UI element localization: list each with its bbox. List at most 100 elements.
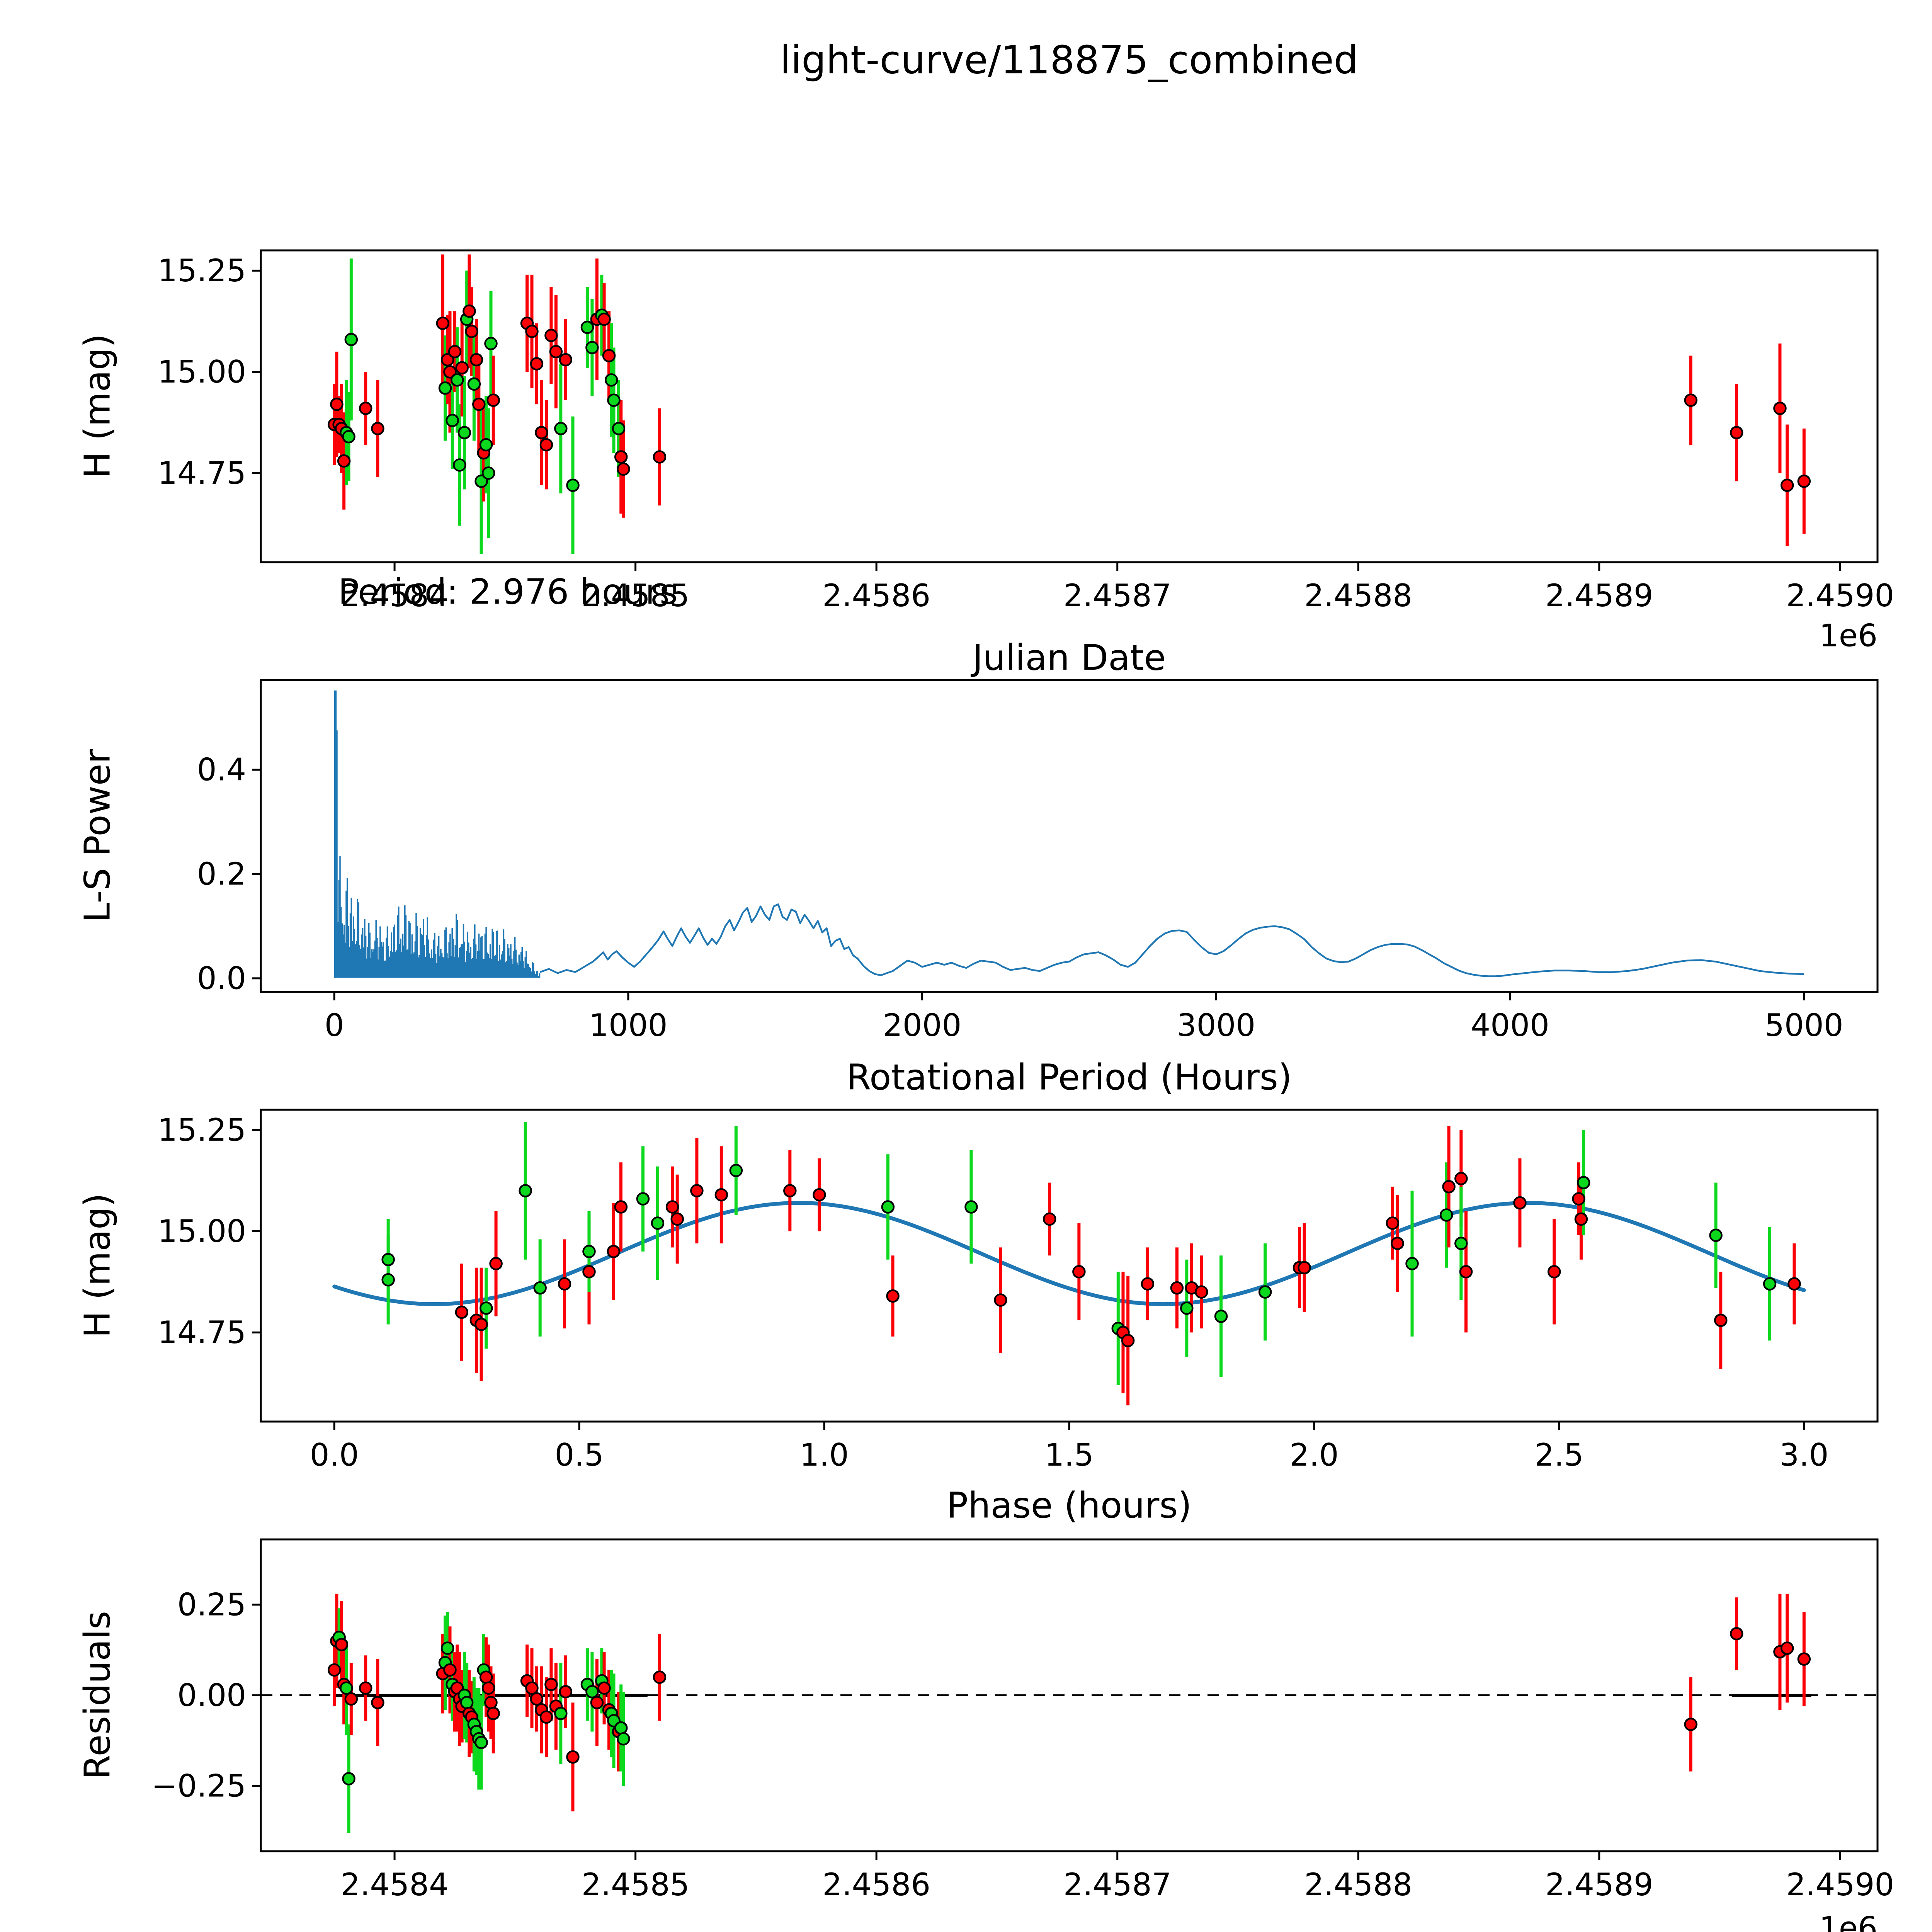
ax1-data-point [359,401,372,415]
ax3-data-point [1440,1208,1453,1222]
ax3-data-point [1258,1285,1272,1299]
ax3-data-point [1714,1313,1728,1327]
ax1-data-point [371,422,384,435]
ax4-data-point [653,1670,667,1684]
ax3-data-point [670,1212,684,1226]
ax3-ytick-label: 15.25 [158,1112,246,1148]
ax3-data-point [1442,1180,1456,1194]
ax3-data-point [614,1200,628,1214]
ax1-data-point [453,458,466,472]
ax3-data-point [1454,1172,1468,1185]
ax3-data-point [455,1305,469,1319]
ax3-xtick-label: 0.5 [555,1437,604,1473]
ax3-data-point [474,1318,488,1331]
ax3-data-point [1043,1212,1056,1226]
ax1-xtick-label: 2.4586 [822,578,930,614]
ax4-data-point [1797,1652,1811,1666]
ax3-data-point [489,1257,503,1270]
ax3-data-point [729,1163,743,1177]
ax4-xtick-label: 2.4585 [582,1867,690,1903]
ax1-data-point [484,337,498,350]
ax1-data-point [443,365,457,379]
ax1-data-point [467,377,481,391]
ax1-data-point [344,333,358,346]
ax1-frame [260,249,1879,563]
ax3-data-point [651,1216,665,1230]
ax2-ytick-label: 0.2 [197,856,246,892]
ax4-data-point [440,1641,454,1655]
ax3-data-point [558,1277,571,1291]
ax3-data-point [582,1245,596,1259]
ax3-frame [260,1109,1879,1423]
ax4-xtick-label: 2.4588 [1304,1867,1412,1903]
ax2-periodogram-noise [334,690,541,978]
ax1-data-point [472,398,486,411]
ax1-data-point [612,422,626,435]
ax3-data-point [1787,1277,1801,1291]
ax4-data-point [614,1721,628,1735]
ax4-xtick-label: 2.4587 [1063,1867,1172,1903]
ax1-data-point [653,450,667,464]
ax1-data-point [617,462,630,476]
ax3-xtick-label: 0.0 [310,1437,359,1473]
ax1-data-point [463,304,476,318]
ax1-data-point [1797,474,1811,488]
ax4-data-point [566,1750,580,1764]
ax1-data-point [530,357,544,371]
ax1-data-point [539,438,553,452]
ax1-data-point [1684,393,1698,407]
ax1-data-point [602,349,616,362]
ax2-xtick-label: 3000 [1177,1007,1256,1043]
ax1-data-point [1730,426,1743,439]
ax1-data-point [1773,401,1787,415]
ax1-data-point [455,361,469,375]
ax1-data-point [544,328,558,342]
ax4-data-point [530,1692,544,1706]
ax2-xtick-label: 1000 [589,1007,668,1043]
ax4-data-point [525,1681,539,1695]
ax1-xlabel: Julian Date [972,637,1166,679]
ax3-xtick-label: 1.5 [1044,1437,1094,1473]
ax3-data-point [1072,1265,1086,1279]
ax4-data-point [544,1678,558,1691]
ax2-ylabel: L-S Power [77,749,118,923]
ax3-data-point [1391,1236,1404,1250]
ax3-data-point [1454,1236,1468,1250]
ax3-data-point [607,1245,621,1259]
ax1-ytick-label: 14.75 [158,455,246,491]
ax1-data-point [337,454,351,468]
ax1-data-point [607,393,621,407]
ax4-ytick-label: 0.00 [177,1677,246,1713]
ax4-data-point [460,1696,474,1709]
ax1-ylabel: H (mag) [77,333,118,479]
ax1-data-point [438,381,452,395]
ax1-data-point [450,373,464,387]
ax1-data-point [446,413,459,427]
ax4-data-point [539,1710,553,1724]
ax4-data-point [486,1707,500,1720]
ax1-xtick-label: 2.4584 [340,578,449,614]
ax4-data-point [554,1707,568,1720]
ax3-data-point [665,1200,679,1214]
ax3-data-point [582,1265,596,1279]
ax1-data-point [1780,478,1794,492]
ax4-data-point [342,1772,355,1786]
ax1-data-point [614,450,628,464]
ax1-offset-label: 1e6 [1819,617,1878,654]
ax3-data-point [813,1188,826,1202]
ax4-ytick-label: −0.25 [151,1768,246,1804]
ax1-ytick-label: 15.25 [158,253,246,289]
ax4-xtick-label: 2.4589 [1545,1867,1653,1903]
ax3-data-point [1709,1228,1723,1242]
ax1-data-point [474,474,488,488]
ax1-data-point [342,430,355,444]
ax1-data-point [585,341,599,354]
ax1-data-point [580,320,594,334]
ax1-xtick-label: 2.4588 [1304,578,1412,614]
ax3-data-point [1574,1212,1588,1226]
ax1-data-point [597,312,611,326]
ax1-data-point [330,398,344,411]
ax3-data-point [519,1184,532,1197]
ax3-data-point [1180,1301,1194,1315]
ax3-xtick-label: 1.0 [799,1437,849,1473]
